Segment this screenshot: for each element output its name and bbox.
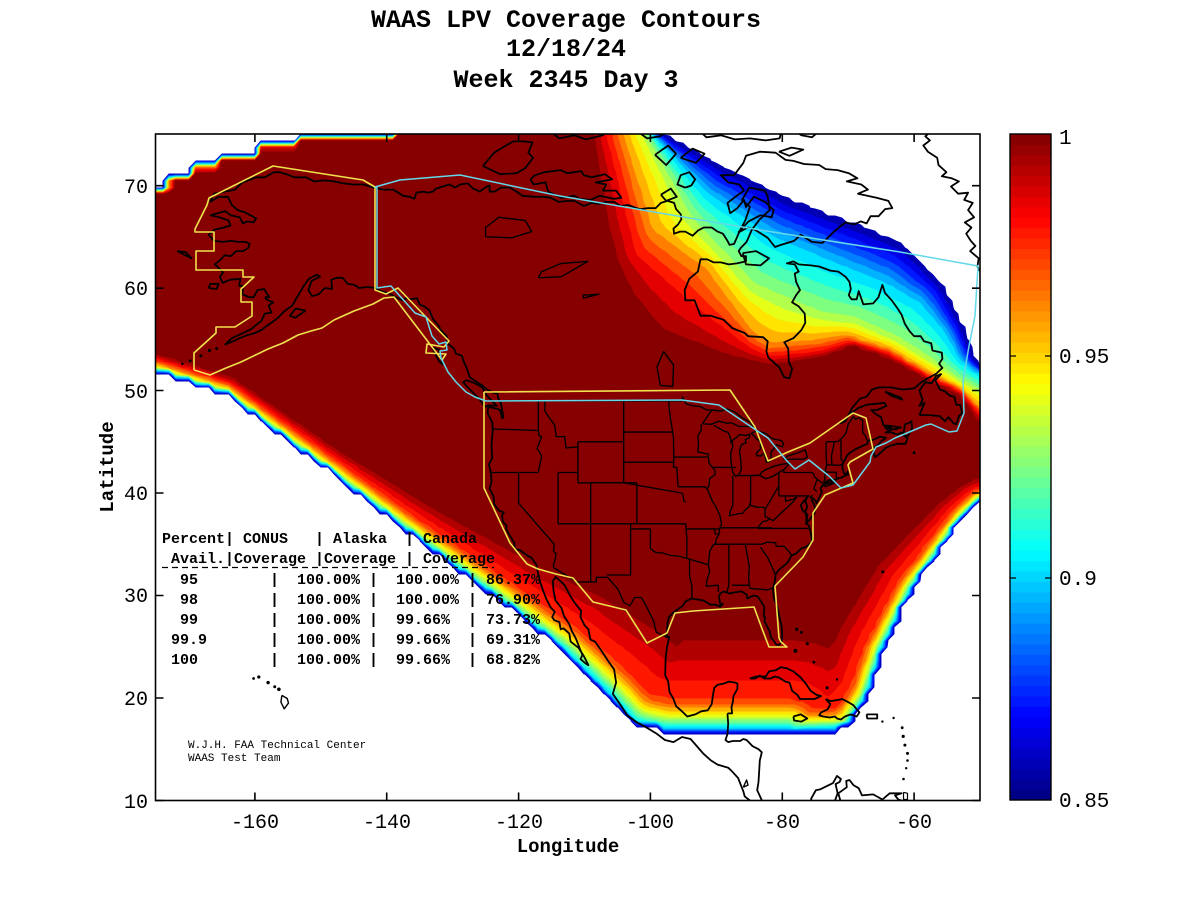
svg-text:W.J.H. FAA Technical Center: W.J.H. FAA Technical Center xyxy=(188,740,366,752)
svg-text:99 | 100.00% | 99.66%: 99 | 100.00% | 99.66% | 73.73% xyxy=(162,612,541,629)
svg-text:0.85: 0.85 xyxy=(1059,791,1109,814)
svg-text:Longitude: Longitude xyxy=(517,836,620,858)
svg-text:30: 30 xyxy=(124,586,148,609)
svg-text:98 | 100.00% | 100.00: 98 | 100.00% | 100.00% | 76.90% xyxy=(162,592,541,609)
svg-text:100 | 100.00% | 99.66: 100 | 100.00% | 99.66% | 68.82% xyxy=(162,652,541,669)
svg-text:Percent| CONUS | Alaska | C: Percent| CONUS | Alaska | Canada xyxy=(162,531,477,548)
svg-text:12/18/24: 12/18/24 xyxy=(506,35,626,64)
svg-text:40: 40 xyxy=(124,484,148,507)
svg-text:99.9 | 100.00% | 99.66: 99.9 | 100.00% | 99.66% | 69.31% xyxy=(162,632,541,649)
svg-text:WAAS Test Team: WAAS Test Team xyxy=(188,753,281,765)
svg-text:-120: -120 xyxy=(495,812,543,835)
svg-text:-80: -80 xyxy=(764,812,800,835)
svg-text:1: 1 xyxy=(1059,128,1072,151)
svg-text:WAAS LPV Coverage Contours: WAAS LPV Coverage Contours xyxy=(371,6,761,35)
svg-text:-100: -100 xyxy=(626,812,674,835)
svg-text:50: 50 xyxy=(124,382,148,405)
svg-text:70: 70 xyxy=(124,177,148,200)
svg-text:-160: -160 xyxy=(231,812,279,835)
svg-text:10: 10 xyxy=(124,792,148,815)
svg-text:Week 2345 Day 3: Week 2345 Day 3 xyxy=(453,66,678,95)
svg-text:60: 60 xyxy=(124,279,148,302)
svg-text:-60: -60 xyxy=(896,812,932,835)
svg-text:-140: -140 xyxy=(363,812,411,835)
svg-text:95 | 100.00% | 100.00: 95 | 100.00% | 100.00% | 86.37% xyxy=(162,572,541,589)
svg-text:20: 20 xyxy=(124,689,148,712)
svg-text:Latitude: Latitude xyxy=(97,421,119,512)
svg-text:0.9: 0.9 xyxy=(1059,569,1097,592)
svg-text:Avail.|Coverage |Coverage | Co: Avail.|Coverage |Coverage | Coverage xyxy=(162,551,495,568)
svg-text:0.95: 0.95 xyxy=(1059,347,1109,370)
